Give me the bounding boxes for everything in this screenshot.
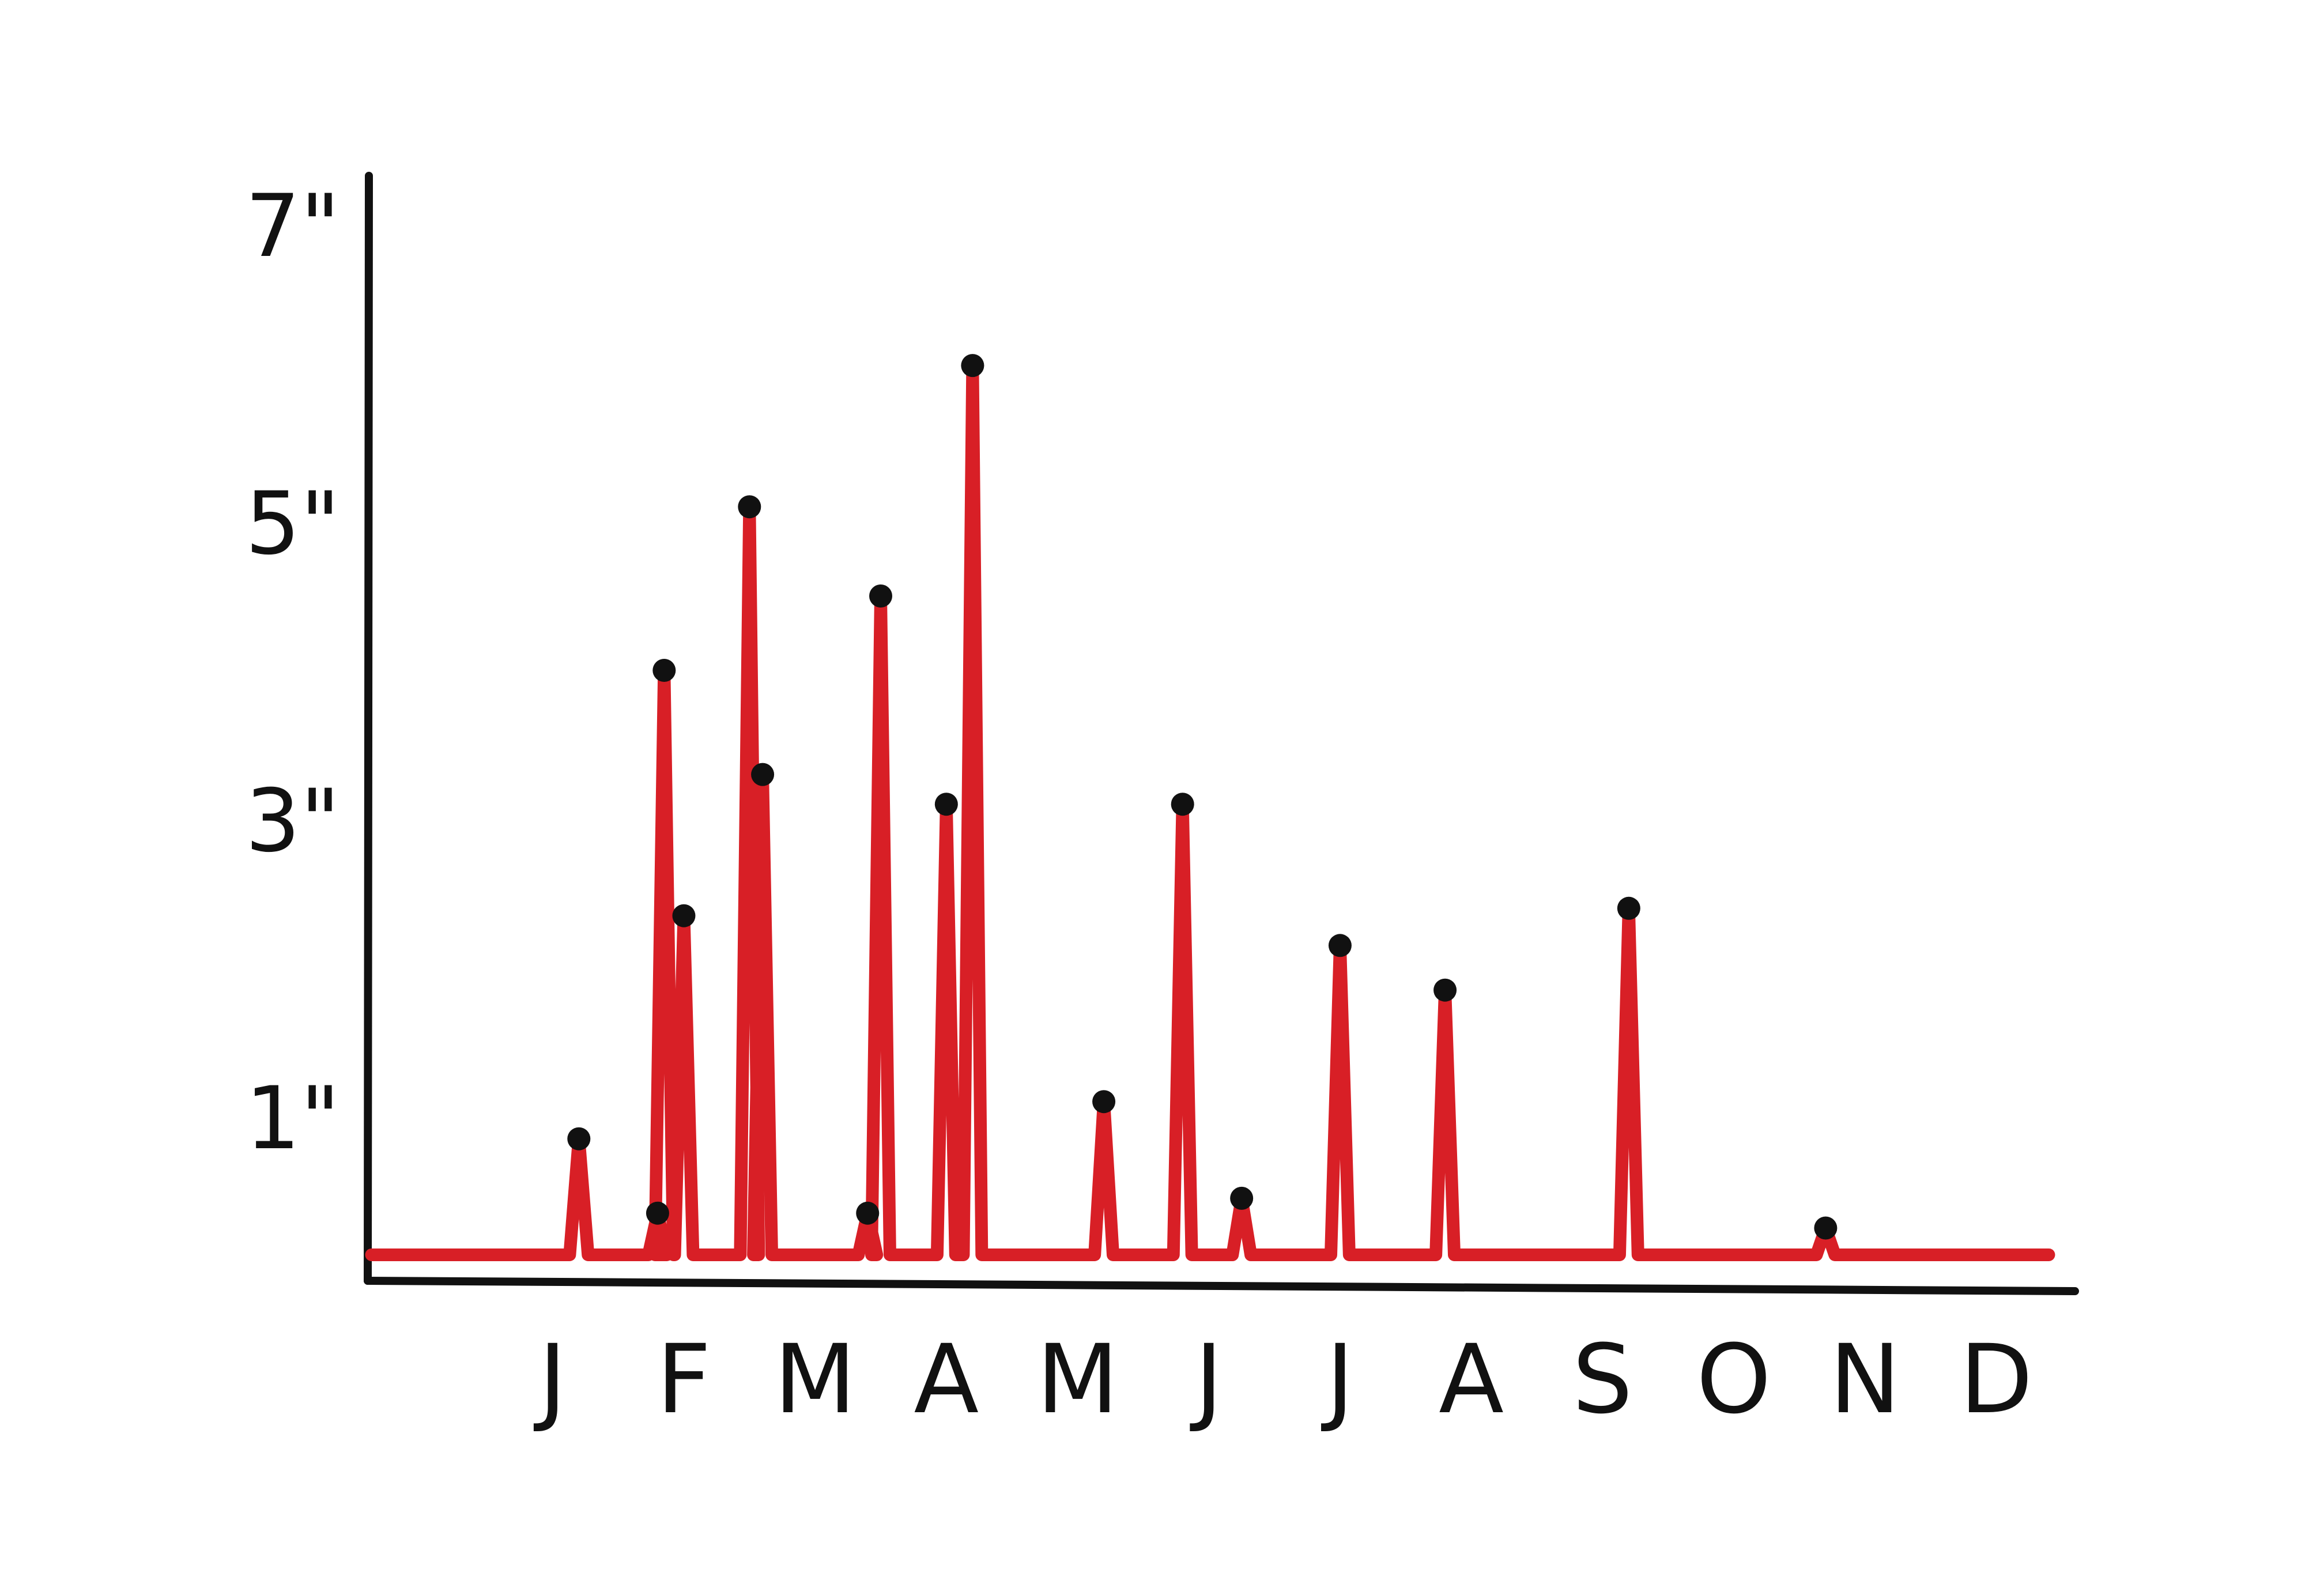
x-tick-label: A <box>1439 1324 1504 1435</box>
data-point <box>1617 896 1640 920</box>
x-tick-label: O <box>1696 1324 1771 1435</box>
x-tick-label: N <box>1829 1324 1900 1435</box>
data-point <box>856 1201 880 1225</box>
data-point <box>961 354 984 378</box>
x-tick-label: M <box>774 1324 856 1435</box>
y-tick-label: 1" <box>246 1069 340 1169</box>
data-point <box>1328 934 1352 957</box>
x-tick-label: J <box>533 1324 567 1435</box>
x-tick-label: S <box>1572 1324 1633 1435</box>
y-tick-label: 5" <box>246 474 340 574</box>
x-axis-line <box>364 1277 2079 1295</box>
x-tick-label: D <box>1960 1324 2033 1435</box>
series-line <box>365 359 2055 1261</box>
data-point <box>869 584 892 608</box>
data-point <box>1171 793 1194 816</box>
y-tick-labels: 1" 3" 5" 7" <box>246 176 340 1169</box>
y-axis-line <box>364 172 373 1285</box>
y-tick-label: 7" <box>246 176 340 277</box>
data-point <box>751 763 775 786</box>
y-tick-label: 3" <box>246 771 340 872</box>
series-layer <box>365 359 2055 1261</box>
data-point <box>646 1201 669 1225</box>
data-point <box>652 659 676 682</box>
x-tick-label: F <box>657 1324 711 1435</box>
x-tick-label: A <box>914 1324 979 1435</box>
data-point <box>1092 1090 1116 1114</box>
data-point <box>738 495 761 519</box>
data-point <box>567 1127 591 1151</box>
x-tick-label: J <box>1321 1324 1355 1435</box>
x-tick-label: J <box>1190 1324 1223 1435</box>
data-point <box>1814 1216 1838 1240</box>
data-point <box>672 904 696 927</box>
x-tick-label: M <box>1036 1324 1118 1435</box>
data-point <box>934 793 958 816</box>
peak-markers <box>567 354 1838 1240</box>
data-point <box>1230 1186 1254 1210</box>
data-point <box>1433 978 1457 1002</box>
chart-axes <box>364 172 2079 1295</box>
